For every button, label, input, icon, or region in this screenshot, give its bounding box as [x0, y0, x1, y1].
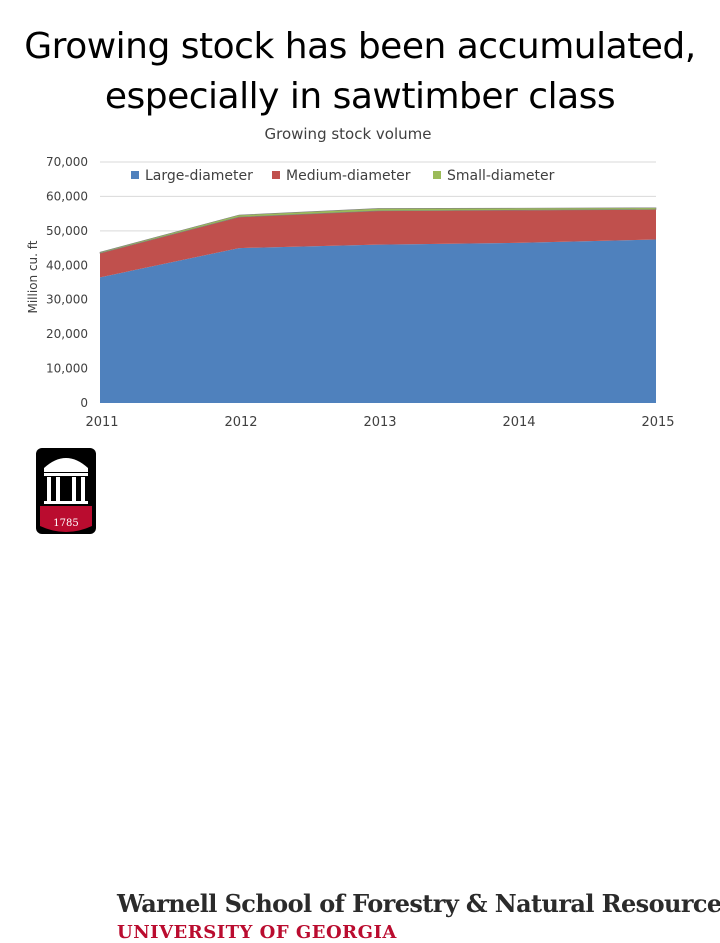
y-tick-label: 10,000 [46, 362, 88, 376]
y-tick-label: 60,000 [46, 189, 88, 203]
x-tick-label: 2013 [363, 415, 396, 430]
x-tick-labels: 2011 2012 2013 2014 2015 [85, 415, 674, 430]
legend-item: Small-diameter [433, 168, 555, 184]
x-tick-label: 2012 [224, 415, 257, 430]
x-tick-label: 2015 [641, 415, 674, 430]
footer-logo: 1785 Warnell School of Forestry & Natura… [0, 440, 720, 943]
legend-swatch [272, 171, 280, 179]
legend-swatch [131, 171, 139, 179]
y-tick-label: 70,000 [46, 155, 88, 169]
legend-swatch [433, 171, 441, 179]
y-tick-label: 30,000 [46, 293, 88, 307]
area-small-diameter [99, 207, 657, 254]
slide-title: Growing stock has been accumulated, espe… [0, 22, 720, 122]
legend-label: Medium-diameter [286, 168, 411, 184]
slide-title-line-1: Growing stock has been accumulated, [24, 26, 696, 67]
legend-item: Medium-diameter [272, 168, 411, 184]
y-tick-label: 0 [80, 396, 88, 410]
x-tick-label: 2014 [502, 415, 535, 430]
y-tick-label: 40,000 [46, 258, 88, 272]
uga-arch-seal-icon: 1785 [36, 448, 96, 534]
school-name: Warnell School of Forestry & Natural Res… [117, 889, 720, 918]
growing-stock-chart: Growing stock volume Million cu. ft 0 10,… [26, 125, 675, 430]
university-name: UNIVERSITY OF GEORGIA [117, 922, 397, 943]
slide-title-line-2: especially in sawtimber class [104, 76, 616, 117]
area-series [99, 207, 657, 403]
y-axis-label: Million cu. ft [26, 240, 40, 313]
legend-item: Large-diameter [131, 168, 253, 184]
y-tick-labels: 0 10,000 20,000 30,000 40,000 50,000 60,000 70,… [46, 155, 88, 410]
legend: Large-diameter Medium-diameter Small-diame… [131, 168, 555, 184]
legend-label: Large-diameter [145, 168, 253, 184]
chart-title: Growing stock volume [264, 125, 431, 143]
y-tick-label: 20,000 [46, 327, 88, 341]
y-tick-label: 50,000 [46, 224, 88, 238]
area-large-diameter [100, 239, 656, 403]
legend-label: Small-diameter [447, 168, 555, 184]
seal-year: 1785 [53, 518, 78, 529]
x-tick-label: 2011 [85, 415, 118, 430]
area-medium-diameter [100, 209, 656, 278]
